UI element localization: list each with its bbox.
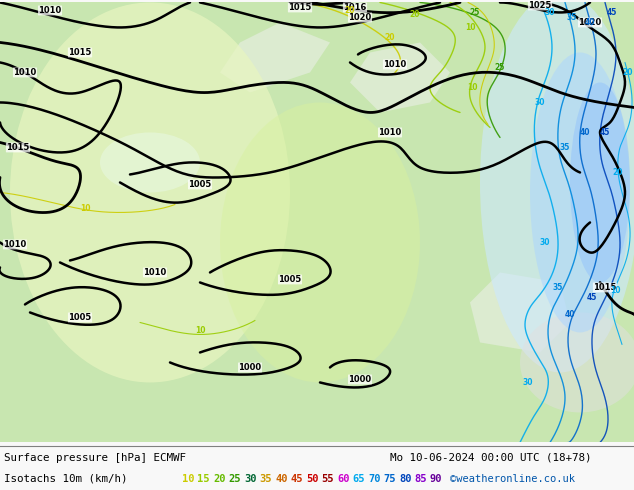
Text: 35: 35: [567, 13, 577, 22]
Text: 10: 10: [610, 286, 620, 295]
Text: 40: 40: [579, 128, 590, 137]
Text: 1005: 1005: [68, 313, 92, 322]
Text: 1015: 1015: [68, 48, 92, 57]
Ellipse shape: [520, 313, 634, 413]
Text: 1010: 1010: [143, 268, 167, 277]
Text: 10: 10: [80, 204, 90, 213]
Polygon shape: [0, 2, 634, 442]
Text: 40: 40: [565, 310, 575, 319]
Text: 45: 45: [607, 8, 617, 17]
Text: 20: 20: [385, 33, 395, 42]
Text: 85: 85: [415, 474, 427, 484]
Text: ©weatheronline.co.uk: ©weatheronline.co.uk: [450, 474, 575, 484]
Text: 1015: 1015: [288, 3, 312, 12]
Text: 45: 45: [587, 293, 597, 302]
Ellipse shape: [530, 52, 630, 332]
Text: 20: 20: [345, 6, 355, 15]
Polygon shape: [220, 23, 330, 93]
Text: 45: 45: [290, 474, 303, 484]
Text: 70: 70: [368, 474, 380, 484]
Text: 1010: 1010: [13, 68, 37, 77]
Text: 25: 25: [470, 8, 480, 17]
Text: Surface pressure [hPa] ECMWF: Surface pressure [hPa] ECMWF: [4, 453, 186, 463]
Ellipse shape: [220, 102, 420, 383]
Text: Mo 10-06-2024 00:00 UTC (18+78): Mo 10-06-2024 00:00 UTC (18+78): [390, 453, 592, 463]
Text: 20: 20: [410, 10, 420, 19]
Text: 1025: 1025: [528, 1, 552, 10]
Text: 35: 35: [553, 283, 563, 292]
Text: 25: 25: [495, 63, 505, 72]
Text: 1015: 1015: [6, 143, 30, 152]
Text: 55: 55: [321, 474, 334, 484]
Ellipse shape: [100, 132, 200, 193]
Text: 1000: 1000: [238, 363, 262, 372]
Text: Isotachs 10m (km/h): Isotachs 10m (km/h): [4, 474, 127, 484]
Text: 1010: 1010: [384, 60, 406, 69]
Polygon shape: [350, 43, 450, 113]
Text: 50: 50: [306, 474, 318, 484]
Text: 35: 35: [560, 143, 570, 152]
Text: 20: 20: [612, 168, 623, 177]
Text: 1000: 1000: [349, 375, 372, 384]
Text: 60: 60: [337, 474, 349, 484]
Text: 30: 30: [523, 378, 533, 387]
Text: 15: 15: [198, 474, 210, 484]
Text: 10: 10: [465, 23, 476, 32]
Ellipse shape: [570, 82, 630, 282]
Text: 35: 35: [259, 474, 272, 484]
Ellipse shape: [10, 2, 290, 383]
Text: 25: 25: [228, 474, 241, 484]
Text: 40: 40: [585, 18, 595, 27]
Text: 1010: 1010: [378, 128, 401, 137]
Text: 1020: 1020: [578, 18, 602, 27]
Text: 10: 10: [467, 83, 477, 92]
Text: 20: 20: [623, 68, 633, 77]
Text: 40: 40: [275, 474, 287, 484]
Text: 80: 80: [399, 474, 411, 484]
Text: 1005: 1005: [278, 275, 302, 284]
Text: 30: 30: [540, 238, 550, 247]
Text: 45: 45: [600, 128, 610, 137]
Text: 75: 75: [384, 474, 396, 484]
Text: 10: 10: [182, 474, 195, 484]
Text: 65: 65: [353, 474, 365, 484]
Text: 90: 90: [430, 474, 443, 484]
Text: 1015: 1015: [593, 283, 617, 292]
Text: 30: 30: [534, 98, 545, 107]
Text: 20: 20: [213, 474, 226, 484]
Text: 30: 30: [545, 8, 555, 17]
Text: 1010: 1010: [39, 6, 61, 15]
Text: 1020: 1020: [348, 13, 372, 22]
Ellipse shape: [480, 0, 634, 372]
Text: 10: 10: [195, 326, 205, 335]
Text: 1016: 1016: [344, 3, 366, 12]
Text: 30: 30: [244, 474, 257, 484]
Polygon shape: [470, 272, 570, 352]
Text: 1010: 1010: [3, 240, 27, 249]
Text: 1005: 1005: [188, 180, 212, 189]
